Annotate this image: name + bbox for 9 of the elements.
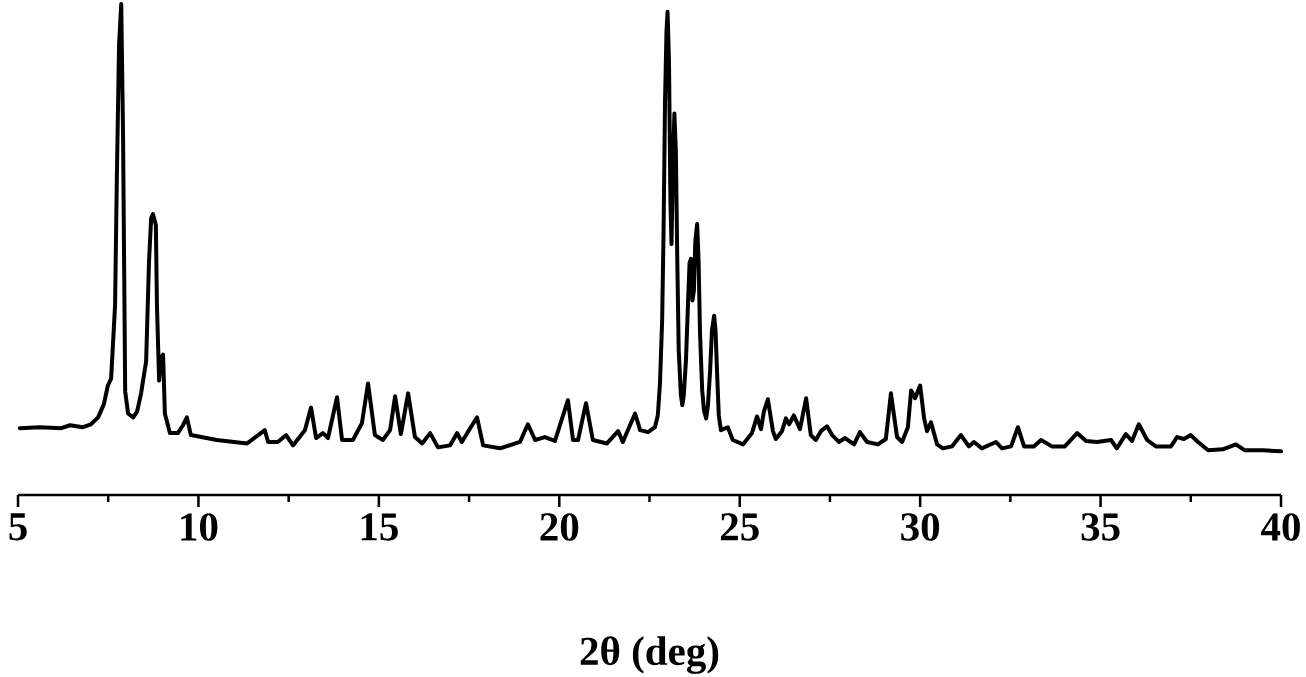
x-tick-label: 25 [720, 513, 759, 541]
x-tick-label: 10 [181, 513, 218, 541]
x-tick-label: 40 [1261, 513, 1300, 541]
x-axis-title: 2θ (deg) [580, 636, 719, 674]
x-tick-label: 20 [540, 513, 579, 541]
x-tick-label: 5 [9, 513, 27, 541]
x-tick-label: 35 [1081, 513, 1120, 541]
x-tick-label: 30 [901, 513, 940, 541]
x-tick-label: 15 [361, 513, 398, 541]
